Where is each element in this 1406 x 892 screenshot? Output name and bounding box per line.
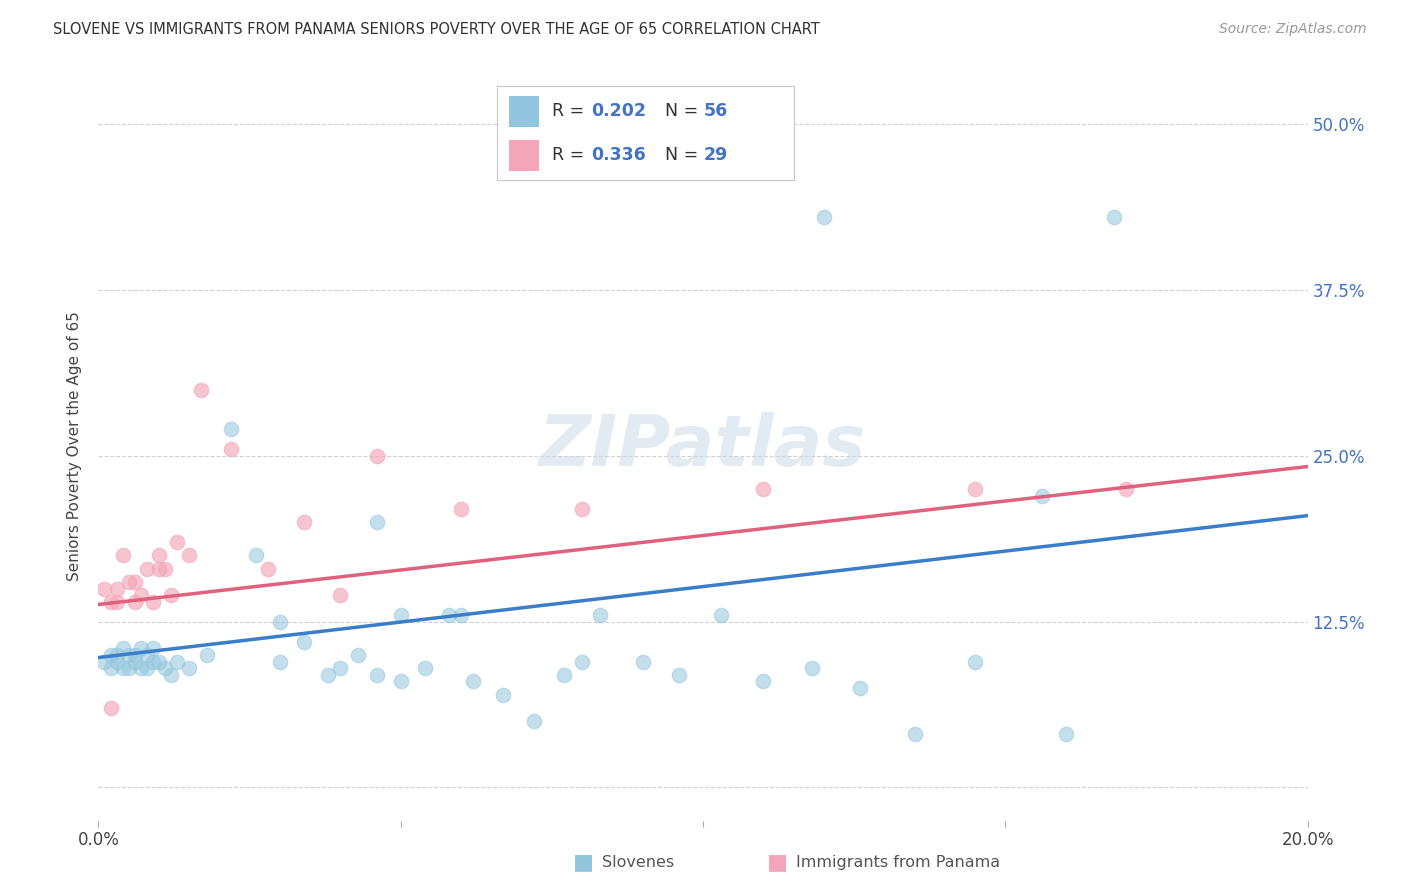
- Point: [1054, 727, 1077, 741]
- Point: [179, 549, 201, 563]
- Point: [292, 515, 315, 529]
- Point: [142, 655, 165, 669]
- Point: [904, 727, 927, 741]
- Text: Immigrants from Panama: Immigrants from Panama: [796, 855, 1000, 870]
- Text: ■: ■: [574, 853, 593, 872]
- Point: [105, 655, 128, 669]
- Point: [118, 574, 141, 589]
- Point: [148, 562, 170, 576]
- Point: [124, 655, 146, 669]
- Point: [553, 667, 575, 681]
- Point: [389, 608, 412, 623]
- Point: [142, 595, 165, 609]
- Point: [347, 648, 370, 662]
- Point: [256, 562, 278, 576]
- Point: [190, 383, 212, 397]
- Text: SLOVENE VS IMMIGRANTS FROM PANAMA SENIORS POVERTY OVER THE AGE OF 65 CORRELATION: SLOVENE VS IMMIGRANTS FROM PANAMA SENIOR…: [53, 22, 820, 37]
- Point: [813, 211, 835, 225]
- Point: [153, 562, 176, 576]
- Point: [245, 549, 267, 563]
- Point: [129, 661, 152, 675]
- Point: [93, 655, 115, 669]
- Y-axis label: Seniors Poverty Over the Age of 65: Seniors Poverty Over the Age of 65: [67, 311, 83, 581]
- Point: [1115, 482, 1137, 496]
- Point: [129, 641, 152, 656]
- Point: [849, 681, 872, 695]
- Point: [437, 608, 460, 623]
- Point: [195, 648, 218, 662]
- Point: [135, 648, 157, 662]
- Point: [118, 648, 141, 662]
- Point: [316, 667, 339, 681]
- Point: [148, 655, 170, 669]
- Point: [450, 502, 472, 516]
- Point: [148, 549, 170, 563]
- Point: [1102, 211, 1125, 225]
- Point: [710, 608, 733, 623]
- Point: [93, 582, 115, 596]
- Point: [160, 667, 183, 681]
- Point: [571, 655, 593, 669]
- Point: [129, 588, 152, 602]
- Point: [111, 549, 134, 563]
- Point: [389, 674, 412, 689]
- Point: [166, 535, 188, 549]
- Point: [166, 655, 188, 669]
- Point: [111, 641, 134, 656]
- Point: [221, 422, 243, 436]
- Point: [160, 588, 183, 602]
- Point: [124, 595, 146, 609]
- Point: [153, 661, 176, 675]
- Point: [492, 688, 515, 702]
- Point: [523, 714, 546, 728]
- Point: [366, 515, 388, 529]
- Text: ■: ■: [768, 853, 787, 872]
- Point: [450, 608, 472, 623]
- Point: [589, 608, 612, 623]
- Point: [752, 674, 775, 689]
- Point: [965, 655, 987, 669]
- Point: [269, 655, 291, 669]
- Point: [631, 655, 654, 669]
- Point: [118, 661, 141, 675]
- Point: [571, 502, 593, 516]
- Point: [105, 648, 128, 662]
- Text: Slovenes: Slovenes: [602, 855, 673, 870]
- Point: [668, 667, 690, 681]
- Point: [292, 634, 315, 648]
- Text: Source: ZipAtlas.com: Source: ZipAtlas.com: [1219, 22, 1367, 37]
- Point: [329, 661, 352, 675]
- Point: [124, 648, 146, 662]
- Point: [100, 648, 122, 662]
- Point: [752, 482, 775, 496]
- Point: [179, 661, 201, 675]
- Point: [105, 582, 128, 596]
- Point: [111, 661, 134, 675]
- Point: [269, 615, 291, 629]
- Point: [463, 674, 485, 689]
- Point: [142, 641, 165, 656]
- Point: [329, 588, 352, 602]
- Point: [413, 661, 436, 675]
- Point: [1031, 489, 1053, 503]
- Point: [135, 562, 157, 576]
- Point: [366, 449, 388, 463]
- Point: [800, 661, 823, 675]
- Point: [100, 595, 122, 609]
- Point: [100, 701, 122, 715]
- Point: [965, 482, 987, 496]
- Point: [135, 661, 157, 675]
- Text: ZIPatlas: ZIPatlas: [540, 411, 866, 481]
- Point: [105, 595, 128, 609]
- Point: [221, 442, 243, 457]
- Point: [124, 574, 146, 589]
- Point: [366, 667, 388, 681]
- Point: [100, 661, 122, 675]
